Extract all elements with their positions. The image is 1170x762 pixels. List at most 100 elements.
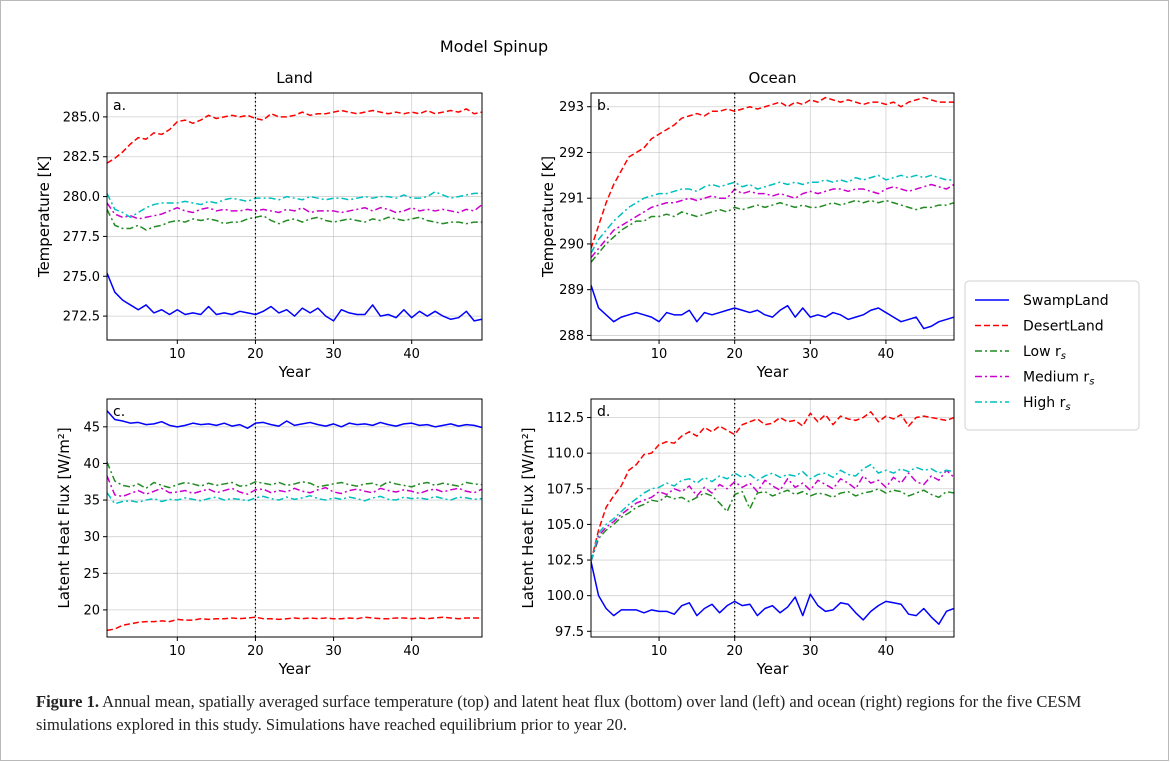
y-tick-label: 277.5 — [63, 230, 100, 245]
series-line-swampland — [591, 284, 954, 330]
series-line-high-r-s — [591, 463, 954, 562]
y-axis-label: Temperature [K] — [35, 156, 53, 278]
series-group — [591, 411, 954, 625]
y-tick-label: 288 — [559, 329, 584, 344]
caption-text: Annual mean, spatially averaged surface … — [36, 692, 1082, 734]
y-tick-label: 35 — [83, 494, 100, 509]
y-tick-label: 292 — [559, 146, 584, 161]
legend: SwampLand DesertLand Low rs Medium rs High r… — [964, 280, 1140, 431]
series-line-swampland — [107, 272, 482, 322]
figure-charts: Model Spinup 10 20 30 40 272.5 275.0 277.5 280.… — [35, 37, 1140, 678]
series-line-desertland — [107, 108, 482, 164]
y-tick-label: 280.0 — [63, 190, 100, 205]
x-axis-label: Year — [756, 363, 790, 381]
legend-label: DesertLand — [1023, 319, 1104, 335]
y-tick-label: 291 — [559, 192, 584, 207]
series-line-low-r-s — [107, 461, 482, 490]
panel-a: 10 20 30 40 272.5 275.0 277.5 280.0 282.5 285.0 a.… — [35, 69, 483, 381]
legend-label: Medium rs — [1023, 370, 1094, 388]
y-tick-label: 290 — [559, 237, 584, 252]
x-axis-label: Year — [756, 660, 790, 678]
y-tick-label: 100.0 — [547, 589, 584, 604]
y-tick-label: 110.0 — [547, 447, 584, 462]
y-tick-label: 25 — [83, 567, 100, 582]
series-line-low-r-s — [591, 488, 954, 562]
series-group — [591, 96, 954, 330]
figure-suptitle: Model Spinup — [440, 37, 548, 56]
x-tick-label: 40 — [403, 644, 420, 659]
axes-frame — [106, 92, 483, 341]
y-tick-label: 293 — [559, 100, 584, 115]
series-line-swampland — [107, 410, 482, 430]
x-tick-label: 20 — [726, 644, 743, 659]
legend-label: High rs — [1023, 395, 1071, 413]
panel-label: a. — [113, 98, 126, 114]
series-line-desertland — [107, 616, 482, 632]
y-tick-label: 272.5 — [63, 310, 100, 325]
x-tick-label: 40 — [878, 644, 895, 659]
x-tick-label: 20 — [247, 347, 264, 362]
x-tick-label: 30 — [802, 644, 819, 659]
series-line-swampland — [591, 561, 954, 625]
series-line-medium-r-s — [107, 475, 482, 498]
y-tick-label: 112.5 — [547, 411, 584, 426]
y-tick-label: 282.5 — [63, 150, 100, 165]
x-tick-label: 30 — [802, 347, 819, 362]
y-tick-label: 45 — [83, 420, 100, 435]
series-line-medium-r-s — [591, 183, 954, 259]
panel-label: b. — [597, 98, 610, 114]
y-axis-label: Latent Heat Flux [W/m²] — [519, 427, 537, 608]
y-axis-label: Latent Heat Flux [W/m²] — [55, 427, 73, 608]
y-tick-label: 102.5 — [547, 554, 584, 569]
y-tick-label: 40 — [83, 457, 100, 472]
axes-frame — [590, 92, 955, 341]
axes-frame — [590, 398, 955, 638]
panel-b: 10 20 30 40 288 289 290 291 292 293 b. Ocean Year Tem… — [539, 69, 955, 381]
panel-label: d. — [597, 404, 610, 420]
series-line-desertland — [591, 96, 954, 249]
series-group — [107, 108, 482, 322]
y-axis-label: Temperature [K] — [539, 156, 557, 278]
axes-frame — [106, 398, 483, 638]
x-tick-label: 10 — [651, 644, 668, 659]
x-tick-label: 30 — [325, 644, 342, 659]
y-tick-label: 97.5 — [555, 625, 584, 640]
legend-box — [964, 280, 1140, 431]
x-tick-label: 40 — [878, 347, 895, 362]
figure-caption: Figure 1. Annual mean, spatially average… — [36, 690, 1136, 736]
series-line-high-r-s — [107, 191, 482, 219]
y-tick-label: 20 — [83, 603, 100, 618]
series-line-high-r-s — [591, 174, 954, 254]
y-tick-label: 289 — [559, 283, 584, 298]
panel-c: 10 20 30 40 20 25 30 35 40 45 c. Year Latent Heat Fl… — [55, 398, 483, 678]
series-line-high-r-s — [107, 492, 482, 505]
series-line-medium-r-s — [591, 469, 954, 562]
series-group — [107, 410, 482, 632]
x-tick-label: 40 — [403, 347, 420, 362]
series-line-low-r-s — [591, 199, 954, 263]
x-tick-label: 30 — [325, 347, 342, 362]
y-tick-label: 107.5 — [547, 482, 584, 497]
panel-title: Ocean — [749, 69, 797, 87]
x-tick-label: 20 — [726, 347, 743, 362]
panel-d: 10 20 30 40 97.5 100.0 102.5 105.0 107.5 110.0 112… — [519, 398, 955, 678]
panels-group: 10 20 30 40 272.5 275.0 277.5 280.0 282.5 285.0 a.… — [35, 69, 955, 678]
panel-title: Land — [276, 69, 313, 87]
y-tick-label: 275.0 — [63, 270, 100, 285]
caption-label: Figure 1. — [36, 692, 99, 711]
x-axis-label: Year — [278, 660, 312, 678]
x-tick-label: 10 — [651, 347, 668, 362]
panel-label: c. — [113, 404, 125, 420]
legend-label: Low rs — [1023, 344, 1066, 362]
series-line-desertland — [591, 411, 954, 562]
series-line-low-r-s — [107, 208, 482, 231]
y-tick-label: 30 — [83, 530, 100, 545]
legend-label: SwampLand — [1023, 293, 1109, 309]
x-tick-label: 10 — [169, 644, 186, 659]
x-tick-label: 20 — [247, 644, 264, 659]
x-tick-label: 10 — [169, 347, 186, 362]
x-axis-label: Year — [278, 363, 312, 381]
series-line-medium-r-s — [107, 202, 482, 220]
y-tick-label: 285.0 — [63, 110, 100, 125]
y-tick-label: 105.0 — [547, 518, 584, 533]
